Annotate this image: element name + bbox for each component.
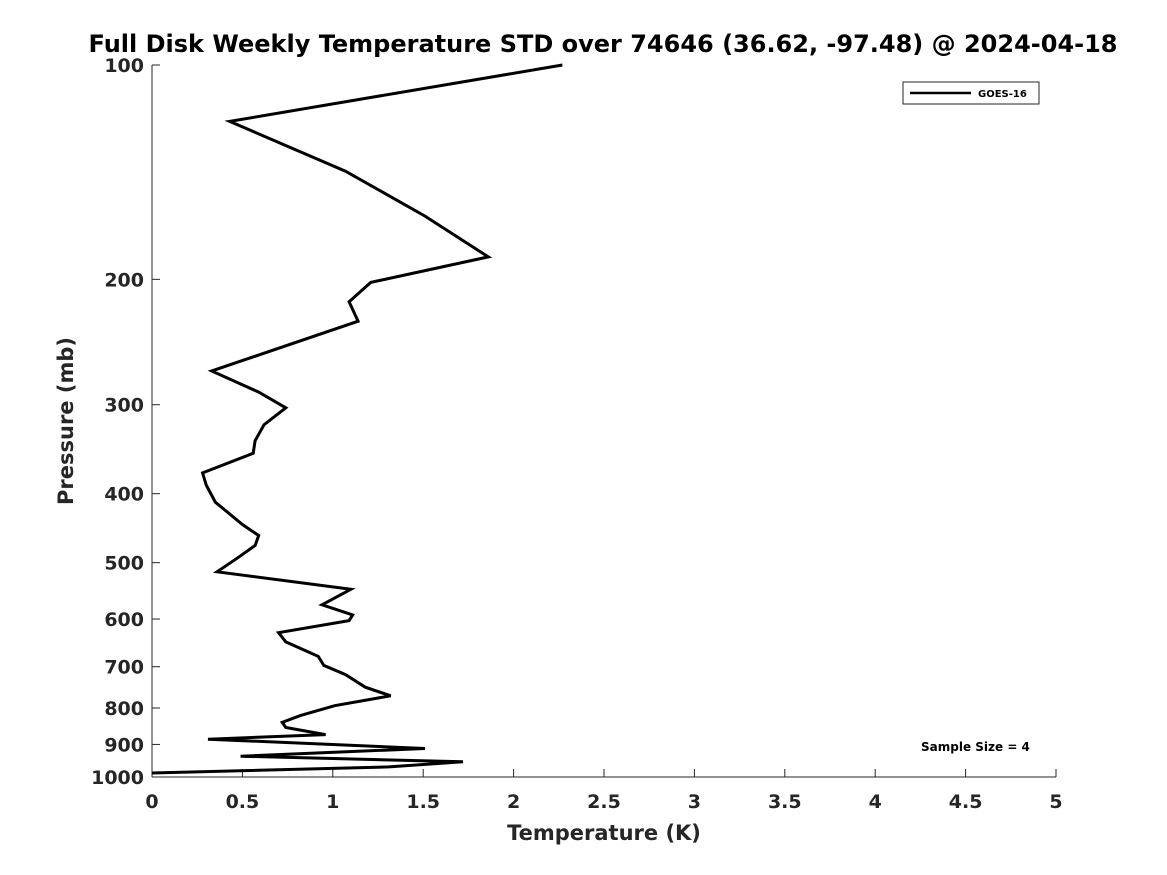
x-tick-label: 1.5	[406, 791, 440, 813]
y-tick-label: 900	[104, 734, 144, 756]
y-tick-label: 800	[104, 698, 144, 720]
x-tick-label: 4.5	[949, 791, 983, 813]
x-tick-label: 0	[145, 791, 158, 813]
sample-size-annotation: Sample Size = 4	[921, 740, 1030, 754]
series-line-goes-16	[151, 63, 563, 775]
y-tick-label: 500	[104, 553, 144, 575]
x-tick-label: 3.5	[768, 791, 802, 813]
y-tick-label: 1000	[91, 767, 144, 789]
x-tick-label: 2.5	[587, 791, 621, 813]
x-tick-label: 2	[507, 791, 520, 813]
y-tick-label: 700	[104, 657, 144, 679]
x-ticks: 0 0.5 1 1.5 2 2.5 3 3.5 4 4.5 5	[145, 769, 1063, 813]
y-ticks: 100 200 300 400 500 600 700 800 900 1000	[91, 55, 160, 789]
x-tick-label: 1	[326, 791, 339, 813]
legend-label: GOES-16	[978, 89, 1027, 100]
x-tick-label: 3	[688, 791, 701, 813]
y-tick-label: 100	[104, 55, 144, 77]
x-tick-label: 4	[869, 791, 882, 813]
y-tick-label: 300	[104, 395, 144, 417]
y-tick-label: 200	[104, 269, 144, 291]
x-axis-label: Temperature (K)	[507, 821, 701, 845]
x-tick-label: 5	[1049, 791, 1062, 813]
y-axis-label: Pressure (mb)	[54, 337, 78, 505]
x-tick-label: 0.5	[226, 791, 260, 813]
legend: GOES-16	[902, 81, 1040, 105]
y-tick-label: 400	[104, 484, 144, 506]
y-tick-label: 600	[104, 609, 144, 631]
series-layer	[151, 63, 563, 775]
chart-title: Full Disk Weekly Temperature STD over 74…	[89, 30, 1118, 58]
